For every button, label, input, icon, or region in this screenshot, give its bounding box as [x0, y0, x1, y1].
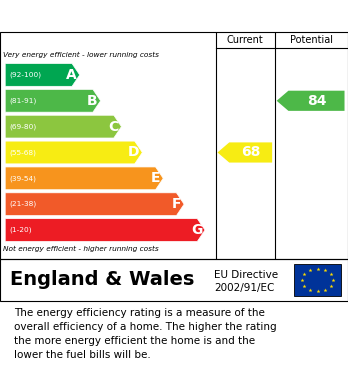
- Text: B: B: [87, 94, 98, 108]
- Polygon shape: [277, 91, 345, 111]
- Text: 84: 84: [307, 94, 326, 108]
- Polygon shape: [5, 90, 101, 112]
- Text: EU Directive: EU Directive: [214, 270, 278, 280]
- Text: (39-54): (39-54): [9, 175, 37, 181]
- Text: (21-38): (21-38): [9, 201, 37, 208]
- Text: D: D: [128, 145, 140, 160]
- Text: Energy Efficiency Rating: Energy Efficiency Rating: [10, 7, 239, 25]
- Text: Potential: Potential: [290, 35, 333, 45]
- Text: England & Wales: England & Wales: [10, 271, 195, 289]
- Text: G: G: [191, 223, 202, 237]
- Polygon shape: [5, 115, 121, 138]
- Text: (69-80): (69-80): [9, 124, 37, 130]
- Text: 68: 68: [241, 145, 260, 160]
- Polygon shape: [5, 64, 80, 86]
- Text: (81-91): (81-91): [9, 97, 37, 104]
- Text: (1-20): (1-20): [9, 227, 32, 233]
- Polygon shape: [5, 167, 163, 190]
- Text: Very energy efficient - lower running costs: Very energy efficient - lower running co…: [3, 52, 159, 58]
- Text: F: F: [172, 197, 181, 211]
- Polygon shape: [218, 142, 272, 163]
- Polygon shape: [5, 219, 205, 241]
- Text: C: C: [109, 120, 119, 134]
- Text: Not energy efficient - higher running costs: Not energy efficient - higher running co…: [3, 246, 159, 252]
- Text: (55-68): (55-68): [9, 149, 37, 156]
- Polygon shape: [5, 141, 142, 164]
- Text: (92-100): (92-100): [9, 72, 41, 78]
- Text: The energy efficiency rating is a measure of the
overall efficiency of a home. T: The energy efficiency rating is a measur…: [14, 308, 277, 360]
- Text: Current: Current: [227, 35, 264, 45]
- Text: A: A: [66, 68, 77, 82]
- Bar: [294, 264, 341, 296]
- Polygon shape: [5, 193, 184, 215]
- Text: E: E: [151, 171, 160, 185]
- Text: 2002/91/EC: 2002/91/EC: [214, 283, 274, 292]
